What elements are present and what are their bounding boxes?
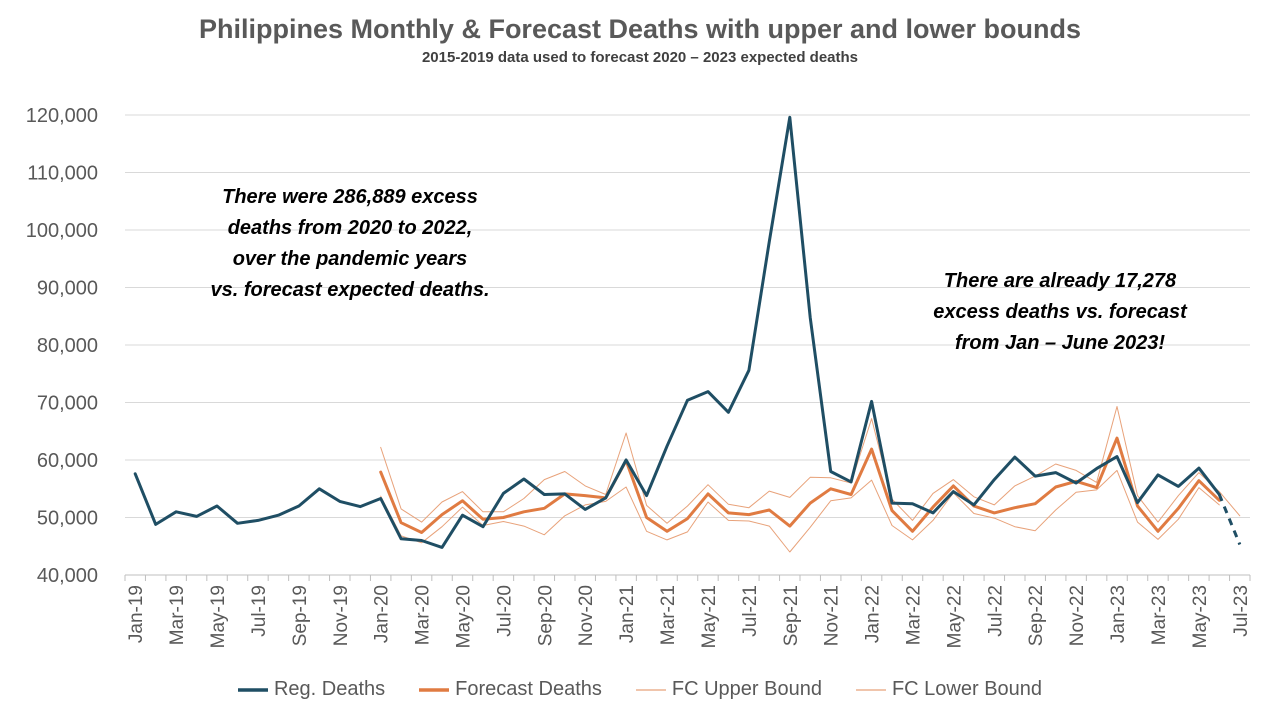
x-tick-label: May-21 (699, 585, 720, 648)
series-line-reg-deaths-projection (1217, 493, 1242, 546)
series-line-reg-deaths (133, 115, 1221, 549)
legend-item-forecast-deaths: Forecast Deaths (419, 678, 602, 701)
x-tick-label: Nov-19 (331, 585, 352, 646)
x-tick-label: Mar-19 (167, 585, 188, 645)
x-tick-label: Jan-20 (372, 585, 393, 643)
series-line-fc-upper-bound (380, 406, 1241, 524)
x-tick-label: Jan-19 (126, 585, 147, 643)
y-tick-label: 110,000 (27, 163, 98, 185)
legend-swatch-fc-upper-bound (635, 688, 666, 691)
x-tick-label: Sep-22 (1026, 585, 1047, 646)
legend-swatch-reg-deaths (237, 687, 268, 692)
y-tick-label: 100,000 (26, 220, 98, 242)
x-tick-label: Jan-23 (1108, 585, 1129, 643)
y-tick-label: 70,000 (37, 393, 98, 415)
x-tick-label: Nov-21 (822, 585, 843, 646)
x-tick-label: Jul-22 (985, 585, 1006, 637)
x-tick-label: Mar-23 (1149, 585, 1170, 645)
x-tick-label: Jan-22 (863, 585, 884, 643)
legend-item-fc-upper-bound: FC Upper Bound (635, 678, 822, 701)
x-tick-label: May-22 (944, 585, 965, 648)
x-tick-label: Jul-21 (740, 585, 761, 637)
x-tick-label: Jul-20 (494, 585, 515, 637)
x-tick-label: Mar-22 (904, 585, 925, 645)
y-tick-label: 80,000 (37, 335, 98, 357)
legend: Reg. Deaths Forecast Deaths FC Upper Bou… (0, 678, 1280, 701)
x-tick-label: Sep-21 (781, 585, 802, 646)
legend-label-reg-deaths: Reg. Deaths (273, 678, 386, 700)
series-line-forecast-deaths (379, 436, 1221, 534)
x-tick-label: Jul-23 (1231, 585, 1252, 637)
annotation-excess-2023: There are already 17,278 excess deaths v… (933, 270, 1187, 354)
x-tick-label: Sep-20 (535, 585, 556, 646)
x-tick-label: May-20 (454, 585, 475, 648)
legend-item-reg-deaths: Reg. Deaths (237, 678, 386, 701)
chart-subtitle: 2015-2019 data used to forecast 2020 – 2… (421, 49, 859, 66)
legend-item-fc-lower-bound: FC Lower Bound (855, 678, 1043, 701)
x-tick-label: Jan-21 (617, 585, 638, 643)
x-tick-label: Nov-20 (576, 585, 597, 646)
legend-swatch-fc-lower-bound (855, 688, 886, 691)
axes: 40,000 50,000 60,000 70,000 80,000 90,000 100,… (26, 105, 1252, 648)
x-tick-label: May-23 (1190, 585, 1211, 648)
annotation-excess-2020-2022: There were 286,889 excess deaths from 20… (210, 186, 490, 301)
x-tick-label: May-19 (208, 585, 229, 648)
series-lines (133, 115, 1242, 553)
y-tick-label: 40,000 (37, 565, 98, 587)
y-tick-label: 60,000 (37, 450, 98, 472)
legend-swatch-forecast-deaths (419, 687, 450, 692)
x-tick-label: Sep-19 (290, 585, 311, 646)
chart-title: Philippines Monthly & Forecast Deaths wi… (198, 14, 1082, 44)
y-tick-label: 50,000 (37, 508, 98, 530)
x-tick-label: Jul-19 (249, 585, 270, 637)
legend-label-fc-lower-bound: FC Lower Bound (891, 678, 1043, 700)
x-tick-label: Nov-22 (1067, 585, 1088, 646)
x-tick-label: Mar-20 (413, 585, 434, 645)
legend-label-fc-upper-bound: FC Upper Bound (671, 678, 822, 700)
y-tick-label: 120,000 (26, 105, 98, 127)
series-line-fc-lower-bound (380, 469, 1220, 553)
legend-label-forecast-deaths: Forecast Deaths (455, 678, 602, 700)
y-tick-label: 90,000 (37, 278, 98, 300)
x-tick-label: Mar-21 (658, 585, 679, 645)
